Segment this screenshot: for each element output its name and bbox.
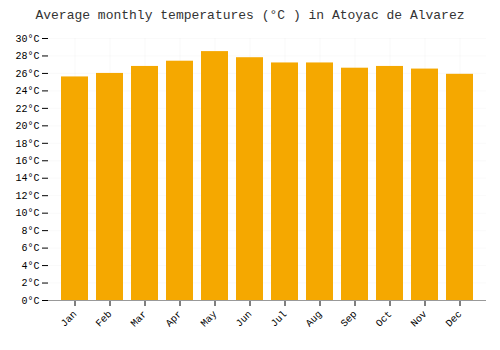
svg-text:Feb: Feb	[94, 309, 115, 330]
svg-text:Nov: Nov	[409, 309, 430, 330]
svg-text:Mar: Mar	[129, 309, 150, 330]
svg-text:28°C: 28°C	[15, 51, 39, 62]
svg-text:0°C: 0°C	[21, 296, 39, 307]
svg-text:30°C: 30°C	[15, 34, 39, 45]
svg-text:Apr: Apr	[164, 309, 185, 330]
svg-text:16°C: 16°C	[15, 156, 39, 167]
svg-text:12°C: 12°C	[15, 191, 39, 202]
svg-text:18°C: 18°C	[15, 139, 39, 150]
svg-text:Sep: Sep	[339, 309, 360, 330]
svg-text:Jul: Jul	[269, 309, 290, 330]
svg-text:Oct: Oct	[374, 309, 395, 330]
svg-text:Dec: Dec	[444, 309, 465, 330]
svg-text:10°C: 10°C	[15, 208, 39, 219]
svg-text:8°C: 8°C	[21, 226, 39, 237]
svg-text:May: May	[199, 309, 220, 330]
svg-text:Jan: Jan	[59, 309, 80, 330]
svg-text:4°C: 4°C	[21, 261, 39, 272]
svg-text:24°C: 24°C	[15, 86, 39, 97]
svg-text:22°C: 22°C	[15, 104, 39, 115]
svg-text:2°C: 2°C	[21, 278, 39, 289]
svg-text:6°C: 6°C	[21, 243, 39, 254]
svg-text:14°C: 14°C	[15, 173, 39, 184]
svg-text:Aug: Aug	[304, 309, 325, 330]
html-text:Average monthly temperatures (: Average monthly temperatures (°C ) in At…	[35, 8, 465, 23]
svg-text:Jun: Jun	[234, 309, 255, 330]
svg-text:26°C: 26°C	[15, 69, 39, 80]
svg-text:20°C: 20°C	[15, 121, 39, 132]
